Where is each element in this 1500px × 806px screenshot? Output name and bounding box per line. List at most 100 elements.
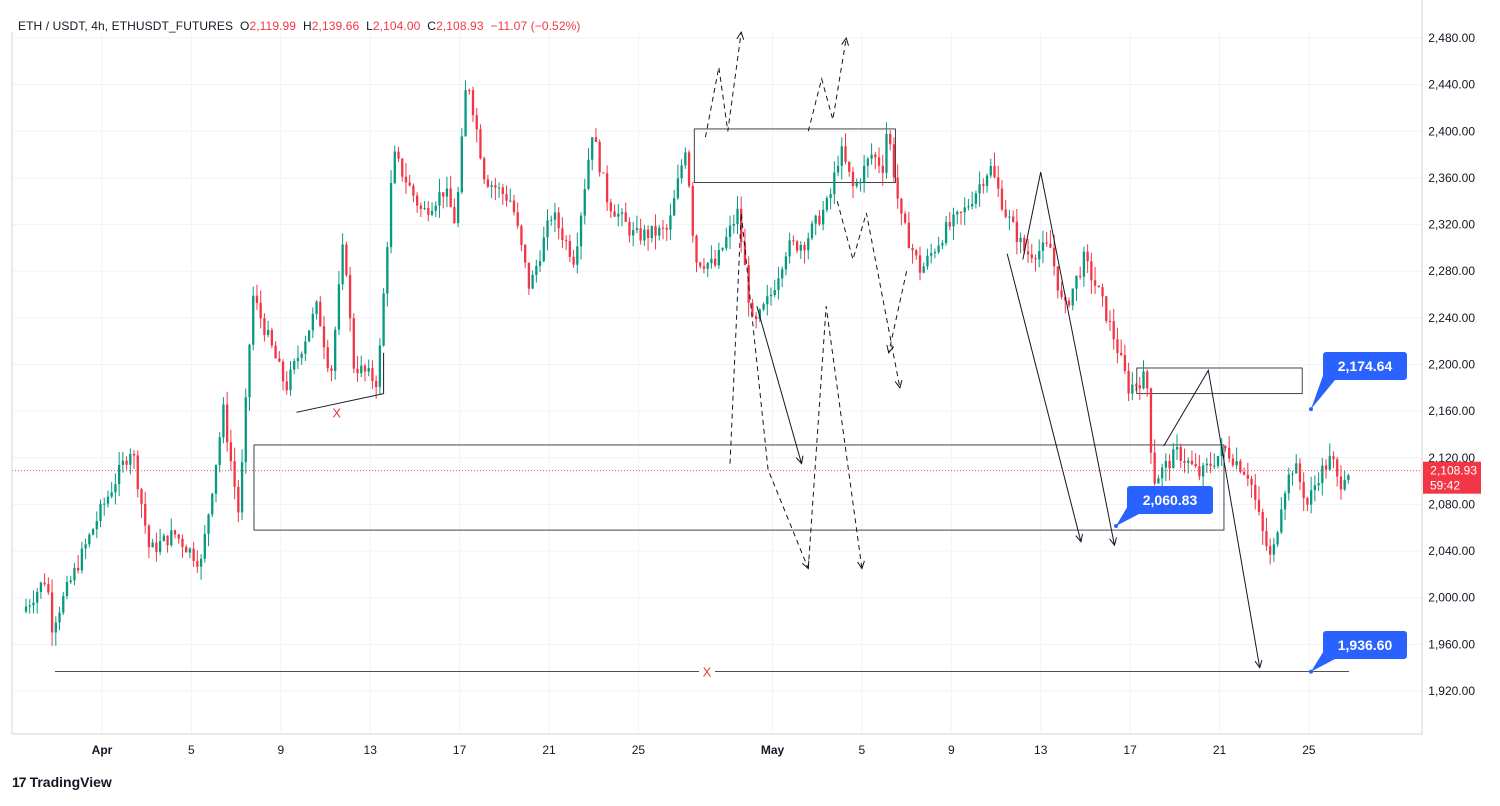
candle-body: [632, 230, 635, 236]
candle-body: [147, 525, 151, 548]
candle-body: [974, 193, 978, 204]
candle-body: [1090, 261, 1093, 281]
candle-body: [930, 253, 933, 256]
candle-body: [252, 295, 255, 345]
candle-body: [997, 177, 1000, 189]
candle-body: [1004, 209, 1007, 217]
range-bracket-0[interactable]: [296, 393, 384, 413]
candle-body: [825, 198, 829, 210]
zone-large-range[interactable]: [253, 444, 1225, 531]
candle-body: [430, 210, 434, 215]
candles-layer: [24, 80, 1350, 647]
dashed-projection-4[interactable]: [836, 201, 901, 388]
dashed-projection-0[interactable]: [729, 212, 809, 569]
candle-body: [803, 244, 806, 251]
x-tick-label: 25: [632, 743, 646, 757]
candle-body: [121, 460, 125, 465]
candle-body: [1019, 237, 1022, 243]
candle-body: [836, 165, 840, 173]
solid-projection-4[interactable]: [1006, 253, 1082, 542]
dashed-projection-3[interactable]: [807, 37, 847, 132]
candle-body: [792, 240, 795, 242]
candle-body: [1239, 461, 1242, 472]
candle-body: [173, 530, 177, 535]
candle-body: [728, 225, 732, 237]
candle-body: [166, 535, 169, 546]
y-tick-label: 2,000.00: [1428, 591, 1475, 605]
candle-body: [531, 274, 534, 289]
candle-body: [918, 255, 922, 273]
solid-projection-5[interactable]: [1163, 368, 1261, 668]
price-callout[interactable]: 2,060.83: [1114, 486, 1213, 528]
candle-body: [747, 265, 750, 303]
arrow-head: [736, 31, 745, 40]
open-value: 2,119.99: [249, 19, 297, 33]
candle-body: [1339, 476, 1343, 490]
candle-body: [1228, 447, 1231, 459]
dashed-projection-2[interactable]: [704, 32, 742, 138]
dashed-projection-1[interactable]: [807, 306, 863, 569]
drawings-layer: [12, 31, 1422, 669]
candle-body: [401, 158, 404, 177]
candle-body: [1093, 280, 1097, 286]
candle-body: [244, 397, 247, 463]
candle-body: [639, 228, 642, 241]
candle-body: [1056, 266, 1059, 291]
price-callout[interactable]: 2,174.64: [1309, 352, 1407, 412]
marker-bg: [699, 664, 715, 679]
candle-body: [170, 530, 173, 546]
callout-box: [1127, 486, 1213, 514]
dashed-projection-5[interactable]: [888, 271, 908, 353]
candle-body: [654, 225, 657, 236]
candle-body: [162, 535, 165, 542]
candle-body: [69, 580, 72, 583]
candle-body: [1038, 250, 1041, 260]
candle-body: [509, 200, 512, 202]
candle-body: [132, 453, 136, 456]
candle-body: [572, 256, 575, 265]
tradingview-logo[interactable]: 17 TradingView: [12, 774, 112, 790]
zone-supply-right[interactable]: [1136, 367, 1303, 395]
zone-supply-upper[interactable]: [693, 128, 896, 183]
candle-body: [334, 329, 337, 371]
candle-body: [84, 544, 87, 549]
solid-projection-3[interactable]: [1022, 171, 1115, 546]
candle-body: [862, 165, 866, 183]
candle-body: [471, 90, 475, 116]
candle-body: [866, 158, 870, 166]
candle-body: [926, 255, 929, 267]
candle-body: [1086, 251, 1089, 262]
arrow-head: [841, 36, 850, 46]
candle-body: [423, 207, 426, 209]
candle-body: [874, 154, 877, 158]
candle-body: [494, 185, 497, 188]
candle-body: [1298, 463, 1302, 483]
candle-body: [758, 309, 761, 320]
candle-body: [892, 144, 896, 178]
candle-body: [1172, 449, 1175, 469]
candle-body: [460, 136, 463, 193]
candle-body: [1269, 546, 1272, 555]
candle-body: [65, 582, 69, 596]
tradingview-logo-text: TradingView: [29, 774, 112, 790]
candle-body: [699, 262, 702, 267]
candle-body: [1075, 275, 1078, 289]
candle-body: [408, 182, 411, 186]
candle-body: [1213, 465, 1216, 467]
candle-body: [840, 146, 843, 166]
candle-body: [833, 172, 836, 195]
candle-body: [237, 486, 240, 513]
arrow-head: [1109, 537, 1117, 547]
candle-body: [952, 214, 955, 227]
candle-body: [1313, 485, 1317, 491]
candle-body: [449, 188, 452, 208]
candle-body: [948, 222, 951, 227]
solid-projection-2[interactable]: [756, 306, 803, 464]
candle-body: [773, 290, 776, 296]
candle-body: [1347, 475, 1350, 480]
price-callout[interactable]: 1,936.60: [1309, 631, 1407, 674]
candle-body: [419, 205, 423, 209]
